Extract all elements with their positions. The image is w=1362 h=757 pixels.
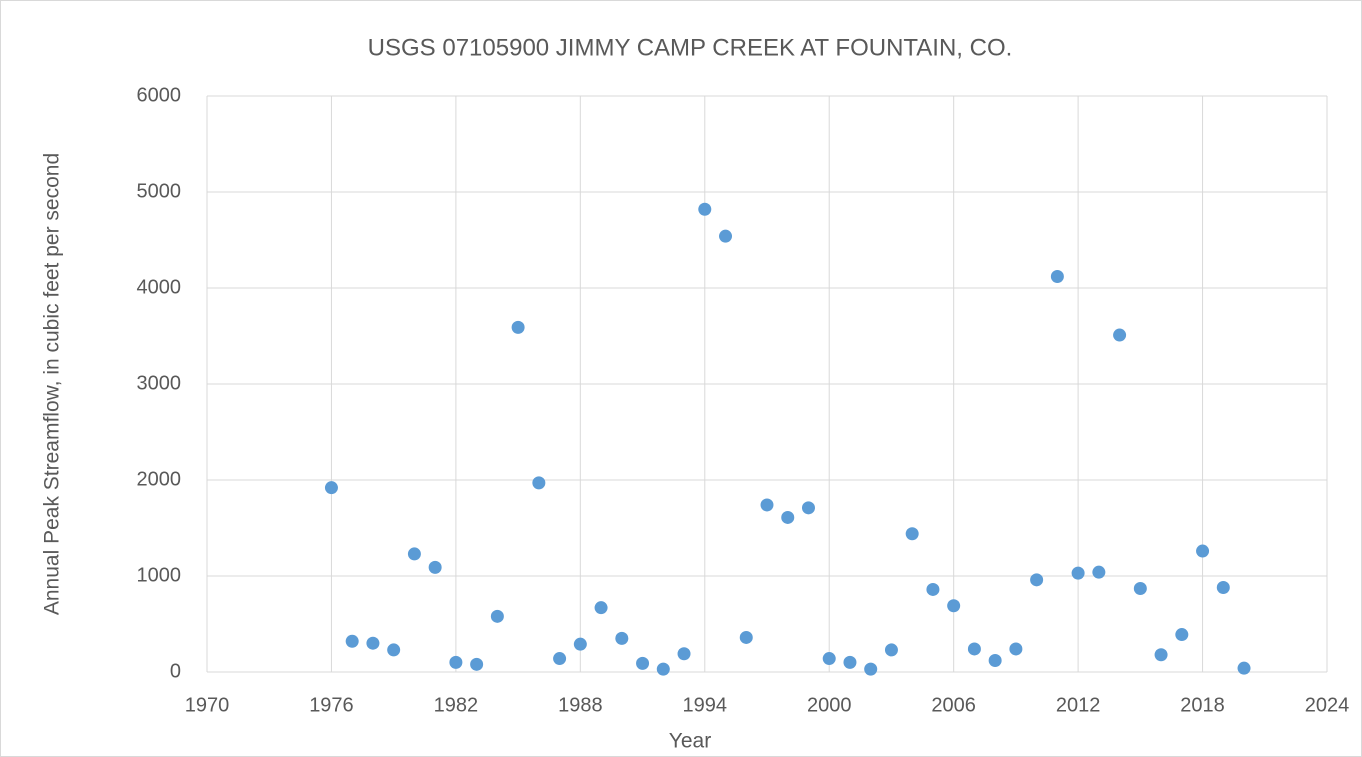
point: [594, 601, 608, 615]
x-tick-label: 1988: [558, 694, 603, 716]
point: [366, 636, 380, 650]
point: [1113, 328, 1127, 342]
point: [905, 527, 919, 541]
point: [1092, 565, 1106, 579]
point: [511, 320, 525, 334]
point: [801, 501, 815, 515]
y-tick-label: 6000: [137, 84, 182, 106]
point: [1133, 581, 1147, 595]
point: [967, 642, 981, 656]
x-axis-label: Year: [669, 730, 711, 753]
point: [1009, 642, 1023, 656]
y-tick-label: 2000: [137, 468, 182, 490]
point: [781, 510, 795, 524]
point: [324, 481, 338, 495]
y-tick-label: 1000: [137, 564, 182, 586]
x-tick-label: 1970: [185, 694, 230, 716]
chart-title: USGS 07105900 JIMMY CAMP CREEK AT FOUNTA…: [368, 34, 1013, 61]
point: [988, 653, 1002, 667]
point: [739, 630, 753, 644]
point: [1196, 544, 1210, 558]
point: [719, 229, 733, 243]
point: [1175, 628, 1189, 642]
y-axis-label: Annual Peak Streamflow, in cubic feet pe…: [41, 153, 64, 615]
y-tick-label: 0: [170, 660, 181, 682]
y-tick-label: 4000: [137, 276, 182, 298]
point: [822, 652, 836, 666]
point: [387, 643, 401, 657]
x-tick-label: 1994: [683, 694, 728, 716]
point: [407, 547, 421, 561]
point: [532, 476, 546, 490]
point: [470, 657, 484, 671]
point: [1237, 661, 1251, 675]
point: [1050, 269, 1064, 283]
point: [864, 662, 878, 676]
x-tick-label: 1982: [434, 694, 479, 716]
point: [490, 609, 504, 623]
point: [843, 655, 857, 669]
x-tick-label: 1976: [309, 694, 354, 716]
point: [615, 631, 629, 645]
point: [1216, 581, 1230, 595]
point: [926, 582, 940, 596]
point: [677, 647, 691, 661]
point: [656, 662, 670, 676]
x-tick-label: 2018: [1180, 694, 1225, 716]
point: [1030, 573, 1044, 587]
point: [636, 656, 650, 670]
point: [1071, 566, 1085, 580]
x-tick-label: 2006: [931, 694, 976, 716]
y-tick-label: 5000: [137, 180, 182, 202]
point: [698, 202, 712, 216]
point: [947, 599, 961, 613]
x-tick-label: 2012: [1056, 694, 1101, 716]
point: [553, 652, 567, 666]
point: [884, 643, 898, 657]
point: [760, 498, 774, 512]
x-tick-label: 2024: [1305, 694, 1350, 716]
point: [449, 655, 463, 669]
point: [1154, 648, 1168, 662]
x-tick-label: 2000: [807, 694, 852, 716]
y-tick-label: 3000: [137, 372, 182, 394]
point: [573, 637, 587, 651]
point: [428, 560, 442, 574]
point: [345, 634, 359, 648]
